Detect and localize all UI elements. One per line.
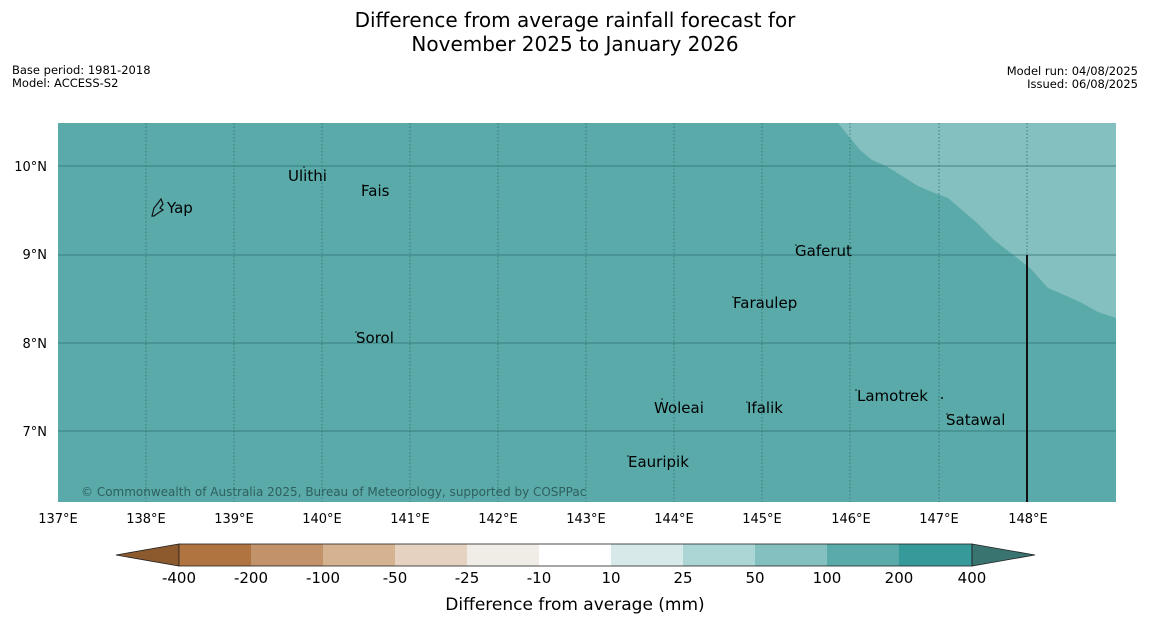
place-label-eauripik: Eauripik bbox=[628, 453, 689, 471]
colorbar-bin-7 bbox=[611, 544, 683, 566]
place-label-ulithi: Ulithi bbox=[288, 167, 327, 185]
place-label-yap: Yap bbox=[166, 199, 193, 217]
colorbar-bin-4 bbox=[395, 544, 467, 566]
place-label-faraulep: Faraulep bbox=[733, 294, 797, 312]
place-label-fais: Fais bbox=[361, 182, 390, 200]
title-line-2: November 2025 to January 2026 bbox=[411, 32, 739, 56]
colorbar-label-10: 100 bbox=[813, 569, 842, 587]
colorbar-label-4: -50 bbox=[383, 569, 408, 587]
place-label-ifalik: Ifalik bbox=[747, 399, 783, 417]
colorbar-extend-high bbox=[971, 543, 1036, 567]
colorbar-bin-10 bbox=[827, 544, 899, 566]
colorbar-label-3: -100 bbox=[306, 569, 340, 587]
lat-tick-7n: 7°N bbox=[23, 425, 48, 440]
colorbar-label-7: 10 bbox=[601, 569, 620, 587]
colorbar-title: Difference from average (mm) bbox=[445, 595, 704, 615]
lon-tick-138e: 138°E bbox=[126, 512, 166, 527]
meta-right: Model run: 04/08/2025 Issued: 06/08/2025 bbox=[1007, 65, 1138, 91]
colorbar-label-2: -200 bbox=[234, 569, 268, 587]
colorbar-bin-11 bbox=[899, 544, 972, 566]
colorbar-bin-5 bbox=[467, 544, 539, 566]
lon-ticks: 137°E 138°E 139°E 140°E 141°E 142°E 143°… bbox=[38, 512, 1048, 527]
place-label-sorol: Sorol bbox=[356, 329, 394, 347]
meta-left: Base period: 1981-2018 Model: ACCESS-S2 bbox=[12, 64, 151, 90]
colorbar-label-9: 50 bbox=[745, 569, 764, 587]
chart-title: Difference from average rainfall forecas… bbox=[0, 8, 1150, 56]
place-label-satawal: Satawal bbox=[946, 411, 1005, 429]
lat-tick-9n: 9°N bbox=[23, 248, 48, 263]
colorbar-extend-low bbox=[115, 543, 180, 567]
place-label-woleai: Woleai bbox=[654, 399, 704, 417]
colorbar-bin-3 bbox=[323, 544, 395, 566]
lon-tick-141e: 141°E bbox=[390, 512, 430, 527]
colorbar-label-11: 200 bbox=[885, 569, 914, 587]
lighter-rainfall-region bbox=[838, 123, 1116, 318]
lon-tick-137e: 137°E bbox=[38, 512, 78, 527]
lon-tick-146e: 146°E bbox=[831, 512, 871, 527]
colorbar-label-1: -400 bbox=[162, 569, 196, 587]
colorbar-label-8: 25 bbox=[673, 569, 692, 587]
title-line-1: Difference from average rainfall forecas… bbox=[354, 8, 796, 32]
colorbar-bin-8 bbox=[683, 544, 755, 566]
lon-tick-139e: 139°E bbox=[214, 512, 254, 527]
lon-tick-143e: 143°E bbox=[566, 512, 606, 527]
colorbar-label-5: -25 bbox=[455, 569, 480, 587]
place-label-gaferut: Gaferut bbox=[795, 242, 852, 260]
lon-tick-145e: 145°E bbox=[742, 512, 782, 527]
place-label-lamotrek: Lamotrek bbox=[857, 387, 928, 405]
yap-island-outline bbox=[151, 197, 165, 217]
lon-tick-148e: 148°E bbox=[1008, 512, 1048, 527]
colorbar-bin-2 bbox=[251, 544, 323, 566]
gridlines bbox=[145, 123, 1028, 502]
colorbar-outline bbox=[178, 543, 973, 567]
lon-tick-142e: 142°E bbox=[478, 512, 518, 527]
colorbar-bin-1 bbox=[179, 544, 251, 566]
lat-tick-10n: 10°N bbox=[14, 160, 47, 175]
base-period: Base period: 1981-2018 bbox=[12, 63, 151, 77]
copyright-notice: © Commonwealth of Australia 2025, Bureau… bbox=[81, 485, 586, 499]
issued-date: Issued: 06/08/2025 bbox=[1027, 77, 1138, 91]
colorbar-bin-9 bbox=[755, 544, 827, 566]
island-markers bbox=[303, 166, 948, 457]
lon-tick-140e: 140°E bbox=[302, 512, 342, 527]
model-run: Model run: 04/08/2025 bbox=[1006, 64, 1138, 78]
lat-tick-8n: 8°N bbox=[23, 337, 48, 352]
lon-tick-147e: 147°E bbox=[919, 512, 959, 527]
colorbar-bin-6 bbox=[539, 544, 611, 566]
lat-gridlines bbox=[58, 165, 1116, 432]
colorbar-label-6: -10 bbox=[527, 569, 552, 587]
model-name: Model: ACCESS-S2 bbox=[12, 76, 119, 90]
colorbar: -400 -200 -100 -50 -25 -10 10 25 50 100 … bbox=[115, 543, 1036, 615]
colorbar-label-12: 400 bbox=[958, 569, 987, 587]
lon-tick-144e: 144°E bbox=[654, 512, 694, 527]
